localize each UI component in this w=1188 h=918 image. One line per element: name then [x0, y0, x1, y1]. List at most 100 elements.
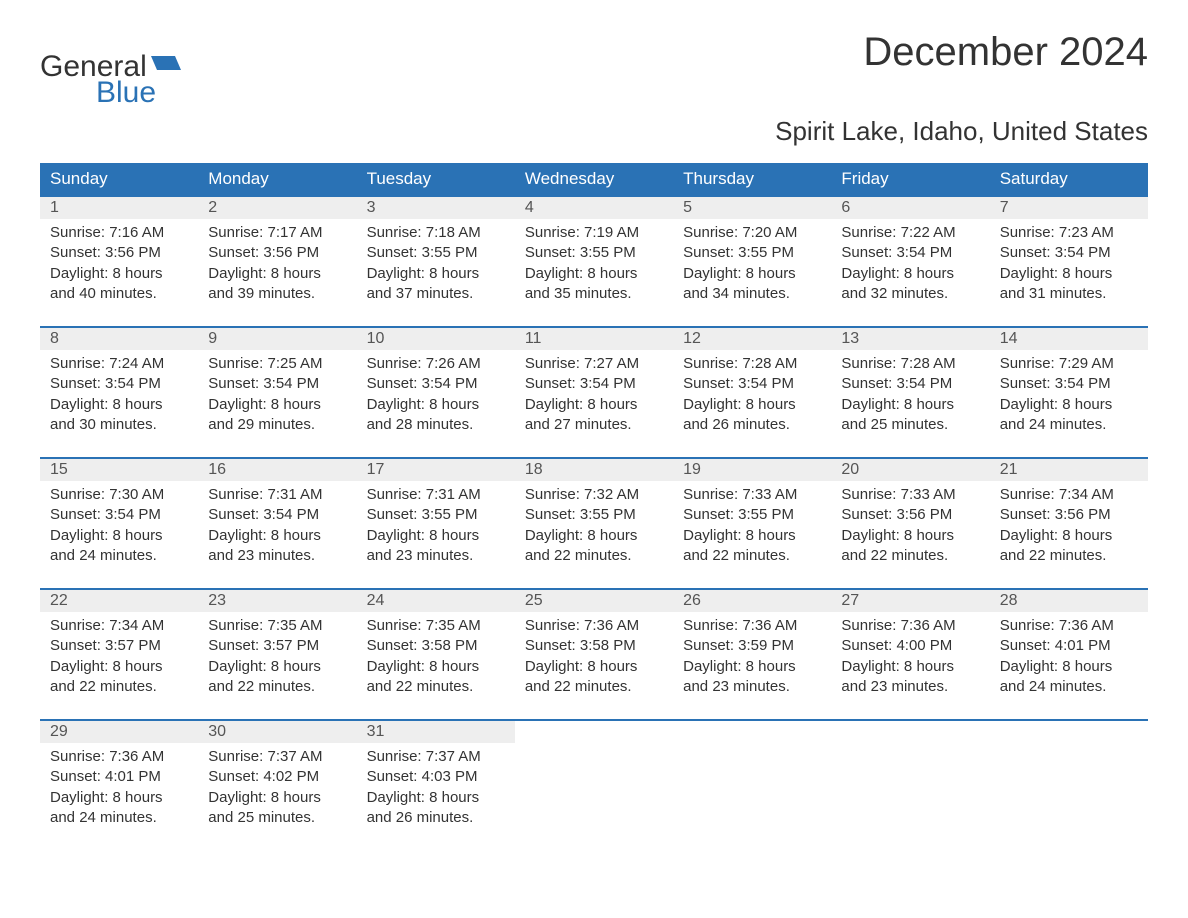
sunrise-line: Sunrise: 7:34 AM	[1000, 485, 1138, 505]
calendar-header-row: Sunday Monday Tuesday Wednesday Thursday…	[40, 163, 1148, 196]
sunset-line: Sunset: 3:54 PM	[1000, 374, 1138, 394]
daylight-line1: Daylight: 8 hours	[683, 657, 821, 677]
sunset-line: Sunset: 3:55 PM	[525, 505, 663, 525]
col-thursday: Thursday	[673, 163, 831, 196]
day-body-cell: Sunrise: 7:27 AMSunset: 3:54 PMDaylight:…	[515, 350, 673, 458]
daylight-line2: and 25 minutes.	[208, 808, 346, 828]
daylight-line2: and 28 minutes.	[367, 415, 505, 435]
sunset-line: Sunset: 3:54 PM	[208, 374, 346, 394]
day-body-row: Sunrise: 7:36 AMSunset: 4:01 PMDaylight:…	[40, 743, 1148, 851]
daylight-line1: Daylight: 8 hours	[208, 657, 346, 677]
day-body-cell: Sunrise: 7:35 AMSunset: 3:58 PMDaylight:…	[357, 612, 515, 720]
daylight-line1: Daylight: 8 hours	[367, 657, 505, 677]
daylight-line2: and 24 minutes.	[50, 808, 188, 828]
col-monday: Monday	[198, 163, 356, 196]
daylight-line2: and 27 minutes.	[525, 415, 663, 435]
sunset-line: Sunset: 3:54 PM	[683, 374, 821, 394]
sunset-line: Sunset: 4:01 PM	[50, 767, 188, 787]
daylight-line1: Daylight: 8 hours	[208, 264, 346, 284]
day-number-cell: 16	[198, 458, 356, 481]
day-number-cell: 30	[198, 720, 356, 743]
day-number-cell: 10	[357, 327, 515, 350]
sunrise-line: Sunrise: 7:37 AM	[208, 747, 346, 767]
sunrise-line: Sunrise: 7:23 AM	[1000, 223, 1138, 243]
daylight-line1: Daylight: 8 hours	[50, 657, 188, 677]
day-number-cell: 27	[831, 589, 989, 612]
daylight-line2: and 24 minutes.	[1000, 677, 1138, 697]
day-body-cell: Sunrise: 7:25 AMSunset: 3:54 PMDaylight:…	[198, 350, 356, 458]
daylight-line1: Daylight: 8 hours	[683, 395, 821, 415]
page-header: General Blue December 2024	[40, 30, 1148, 110]
logo: General Blue	[40, 50, 181, 110]
day-number-cell: 22	[40, 589, 198, 612]
daylight-line2: and 39 minutes.	[208, 284, 346, 304]
day-body-cell: Sunrise: 7:26 AMSunset: 3:54 PMDaylight:…	[357, 350, 515, 458]
day-body-cell: Sunrise: 7:35 AMSunset: 3:57 PMDaylight:…	[198, 612, 356, 720]
day-number-cell	[831, 720, 989, 743]
day-number-cell: 23	[198, 589, 356, 612]
day-body-cell: Sunrise: 7:22 AMSunset: 3:54 PMDaylight:…	[831, 219, 989, 327]
day-number-cell: 25	[515, 589, 673, 612]
daylight-line1: Daylight: 8 hours	[525, 395, 663, 415]
day-number-cell: 11	[515, 327, 673, 350]
sunset-line: Sunset: 3:55 PM	[683, 243, 821, 263]
day-number-row: 15161718192021	[40, 458, 1148, 481]
daylight-line2: and 22 minutes.	[683, 546, 821, 566]
day-body-cell: Sunrise: 7:23 AMSunset: 3:54 PMDaylight:…	[990, 219, 1148, 327]
day-body-cell: Sunrise: 7:33 AMSunset: 3:55 PMDaylight:…	[673, 481, 831, 589]
day-body-row: Sunrise: 7:30 AMSunset: 3:54 PM Daylight:…	[40, 481, 1148, 589]
sunrise-line: Sunrise: 7:35 AM	[367, 616, 505, 636]
sunset-line: Sunset: 3:54 PM	[841, 243, 979, 263]
daylight-line1: Daylight: 8 hours	[841, 395, 979, 415]
daylight-line2: and 32 minutes.	[841, 284, 979, 304]
daylight-line1: Daylight: 8 hours	[367, 395, 505, 415]
sunrise-line: Sunrise: 7:19 AM	[525, 223, 663, 243]
sunset-line: Sunset: 3:55 PM	[367, 243, 505, 263]
sunset-line: Sunset: 3:54 PM	[841, 374, 979, 394]
sunset-line: Sunset: 3:54 PM	[50, 374, 188, 394]
day-number-cell: 9	[198, 327, 356, 350]
day-number-cell: 19	[673, 458, 831, 481]
sunset-line: Sunset: 3:54 PM	[50, 505, 188, 525]
daylight-line1: Daylight: 8 hours	[367, 526, 505, 546]
sunset-line: Sunset: 4:00 PM	[841, 636, 979, 656]
daylight-line2: and 22 minutes.	[525, 546, 663, 566]
day-number-cell: 6	[831, 196, 989, 219]
sunset-line: Sunset: 3:58 PM	[525, 636, 663, 656]
daylight-line1: Daylight: 8 hours	[50, 395, 188, 415]
daylight-line1: Daylight: 8 hours	[208, 788, 346, 808]
daylight-line2: and 22 minutes.	[208, 677, 346, 697]
daylight-line1: Daylight: 8 hours	[683, 264, 821, 284]
day-body-cell: Sunrise: 7:19 AMSunset: 3:55 PMDaylight:…	[515, 219, 673, 327]
daylight-line1: Daylight: 8 hours	[525, 657, 663, 677]
sunrise-line: Sunrise: 7:33 AM	[841, 485, 979, 505]
sunrise-line: Sunrise: 7:25 AM	[208, 354, 346, 374]
day-body-cell: Sunrise: 7:28 AMSunset: 3:54 PMDaylight:…	[673, 350, 831, 458]
daylight-line1: Daylight: 8 hours	[367, 264, 505, 284]
daylight-line2: and 26 minutes.	[683, 415, 821, 435]
day-number-cell: 7	[990, 196, 1148, 219]
sunset-line: Sunset: 3:55 PM	[683, 505, 821, 525]
daylight-line1: Daylight: 8 hours	[683, 526, 821, 546]
daylight-line2: and 23 minutes.	[683, 677, 821, 697]
sunrise-line: Sunrise: 7:30 AM	[50, 485, 188, 505]
daylight-line1: Daylight: 8 hours	[208, 395, 346, 415]
daylight-line2: and 22 minutes.	[50, 677, 188, 697]
col-wednesday: Wednesday	[515, 163, 673, 196]
daylight-line2: and 34 minutes.	[683, 284, 821, 304]
day-body-row: Sunrise: 7:34 AMSunset: 3:57 PMDaylight:…	[40, 612, 1148, 720]
daylight-line1: Daylight: 8 hours	[841, 526, 979, 546]
sunrise-line: Sunrise: 7:37 AM	[367, 747, 505, 767]
daylight-line2: and 35 minutes.	[525, 284, 663, 304]
sunset-line: Sunset: 3:57 PM	[50, 636, 188, 656]
day-number-cell	[990, 720, 1148, 743]
day-body-cell: Sunrise: 7:30 AMSunset: 3:54 PMDaylight:…	[40, 481, 198, 589]
sunset-line: Sunset: 3:56 PM	[1000, 505, 1138, 525]
sunrise-line: Sunrise: 7:34 AM	[50, 616, 188, 636]
col-saturday: Saturday	[990, 163, 1148, 196]
sunrise-line: Sunrise: 7:35 AM	[208, 616, 346, 636]
daylight-line2: and 40 minutes.	[50, 284, 188, 304]
day-body-cell	[990, 743, 1148, 851]
daylight-line2: and 22 minutes.	[841, 546, 979, 566]
daylight-line1: Daylight: 8 hours	[1000, 264, 1138, 284]
